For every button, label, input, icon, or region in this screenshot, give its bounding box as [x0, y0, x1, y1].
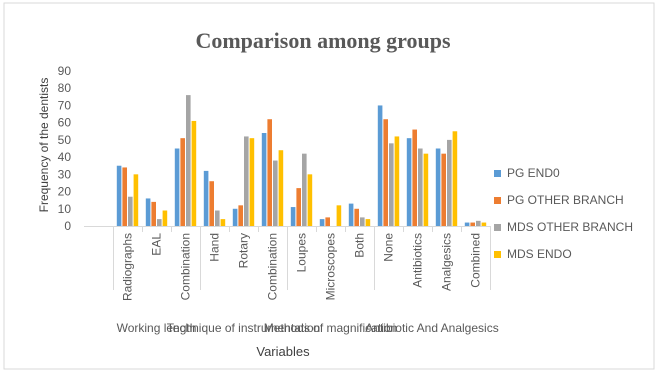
x-tick-label: Microscopes [324, 233, 338, 300]
x-tick-label: EAL [150, 233, 164, 256]
legend: PG END0 PG OTHER BRANCH MDS OTHER BRANCH MD… [494, 166, 633, 261]
bar [394, 136, 400, 226]
x-tick-label: Combined [469, 233, 483, 288]
bar [336, 205, 342, 226]
x-tick-label: Rotary [237, 233, 251, 268]
bar [296, 188, 301, 226]
legend-label: MDS OTHER BRANCH [507, 220, 633, 234]
legend-label: MDS ENDO [507, 247, 572, 261]
bar [209, 181, 214, 226]
x-tick-label: Loupes [295, 233, 309, 272]
bar [232, 208, 238, 226]
bar [406, 138, 412, 226]
legend-swatch [494, 170, 501, 177]
bar [470, 222, 475, 226]
bar [389, 143, 394, 226]
bar [122, 167, 127, 226]
x-tick-label: Hand [208, 233, 222, 262]
group-label: Working length [117, 321, 197, 335]
y-axis-label: Frequency of the dentists [37, 78, 51, 213]
x-tick-label: Analgesics [440, 233, 454, 291]
bar [244, 136, 249, 226]
bar [267, 119, 272, 226]
legend-label: PG OTHER BRANCH [507, 193, 624, 207]
bar [180, 138, 185, 226]
legend-swatch [494, 224, 501, 231]
bar [116, 165, 122, 226]
y-tick-label: 70 [58, 98, 72, 112]
bar [249, 138, 255, 226]
legend-swatch [494, 197, 501, 204]
bar [174, 148, 180, 226]
bar [354, 208, 359, 226]
y-tick-label: 30 [58, 167, 72, 181]
bar [447, 139, 452, 226]
bar [261, 133, 267, 226]
bar [238, 205, 243, 226]
legend-swatch [494, 251, 501, 258]
bar [302, 153, 307, 226]
bar [319, 219, 325, 226]
x-axis-label: Variables [256, 344, 310, 359]
x-tick-label: Radiographs [121, 233, 135, 301]
x-tick-label: Combination [266, 233, 280, 300]
y-tick-label: 90 [58, 64, 72, 78]
y-tick-label: 0 [64, 219, 71, 233]
x-tick-label: None [382, 233, 396, 262]
bars-layer [116, 95, 487, 226]
bar [423, 153, 429, 226]
bar [273, 160, 278, 226]
bar [133, 174, 139, 226]
y-axis-ticks: 0 10 20 30 40 50 60 70 80 90 [58, 64, 72, 233]
bar [220, 219, 226, 226]
bar [476, 220, 481, 226]
bar [325, 217, 330, 226]
group-label: Antibiotic And Analgesics [365, 321, 498, 335]
bar [278, 150, 284, 226]
bar [348, 203, 354, 226]
bar [128, 196, 133, 226]
x-tick-label: Both [353, 233, 367, 258]
bar [162, 210, 168, 226]
bar [360, 217, 365, 226]
bar [290, 207, 296, 226]
chart-title: Comparison among groups [195, 28, 451, 53]
bar [191, 120, 197, 226]
y-tick-label: 50 [58, 133, 72, 147]
legend-label: PG END0 [507, 166, 560, 180]
bar [435, 148, 441, 226]
bar [151, 201, 156, 226]
bar [481, 222, 487, 226]
group-label: Methods of magnification [264, 321, 397, 335]
bar [418, 148, 423, 226]
y-tick-label: 40 [58, 150, 72, 164]
x-tick-label: Combination [179, 233, 193, 300]
bar [377, 105, 383, 226]
bar [412, 129, 417, 226]
bar [441, 153, 446, 226]
y-tick-label: 10 [58, 202, 72, 216]
y-tick-label: 20 [58, 185, 72, 199]
x-axis: Radiographs EAL Combination Working length H… [84, 226, 499, 335]
bar [365, 219, 371, 226]
y-tick-label: 60 [58, 116, 72, 130]
bar [383, 119, 388, 226]
bar [186, 95, 191, 226]
bar [452, 131, 458, 226]
bar [307, 174, 313, 226]
bar [157, 219, 162, 226]
x-tick-label: Antibiotics [411, 233, 425, 288]
bar [145, 198, 151, 226]
bar [203, 170, 209, 226]
bar [215, 210, 220, 226]
chart-border [3, 2, 655, 370]
group-label: Technique of instrumentation [167, 321, 320, 335]
y-tick-label: 80 [58, 81, 72, 95]
bar [464, 222, 470, 226]
